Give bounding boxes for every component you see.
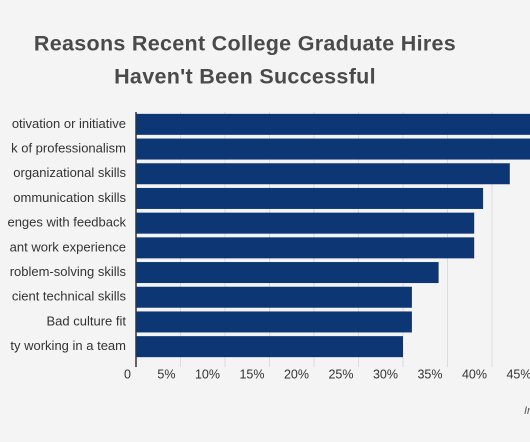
- x-tick-label: 5%: [157, 367, 175, 381]
- x-tick-label: 25%: [328, 367, 353, 381]
- bar: [136, 113, 530, 135]
- x-tick-label: 35%: [417, 367, 442, 381]
- bar: [136, 138, 530, 160]
- bar: [136, 336, 403, 358]
- bar: [136, 286, 412, 308]
- y-tick-label: ommunication skills: [13, 190, 126, 205]
- bar: [136, 212, 475, 234]
- bar: [136, 311, 412, 333]
- y-tick-label: Bad culture fit: [47, 313, 127, 328]
- x-tick-label: 45%: [506, 367, 530, 381]
- bar: [136, 163, 510, 185]
- y-tick-label: ty working in a team: [10, 338, 126, 353]
- y-tick-label: roblem-solving skills: [10, 264, 127, 279]
- x-tick-label: 40%: [462, 367, 487, 381]
- y-tick-label: ant work experience: [10, 239, 126, 254]
- bar: [136, 187, 484, 209]
- x-tick-label: 15%: [239, 367, 264, 381]
- chart-title: Haven't Been Successful: [114, 65, 376, 89]
- bar: [136, 237, 475, 259]
- x-tick-label: 0: [124, 367, 131, 381]
- chart-title: Reasons Recent College Graduate Hires: [34, 32, 456, 56]
- y-tick-label: otivation or initiative: [12, 116, 126, 131]
- y-tick-label: k of professionalism: [11, 140, 126, 155]
- source-note: In: [524, 405, 530, 417]
- x-tick-label: 30%: [373, 367, 398, 381]
- y-tick-label: cient technical skills: [12, 289, 127, 304]
- y-tick-label: organizational skills: [13, 165, 126, 180]
- y-tick-label: enges with feedback: [7, 215, 126, 230]
- x-tick-label: 10%: [195, 367, 220, 381]
- x-tick-label: 20%: [284, 367, 309, 381]
- bar: [136, 262, 439, 284]
